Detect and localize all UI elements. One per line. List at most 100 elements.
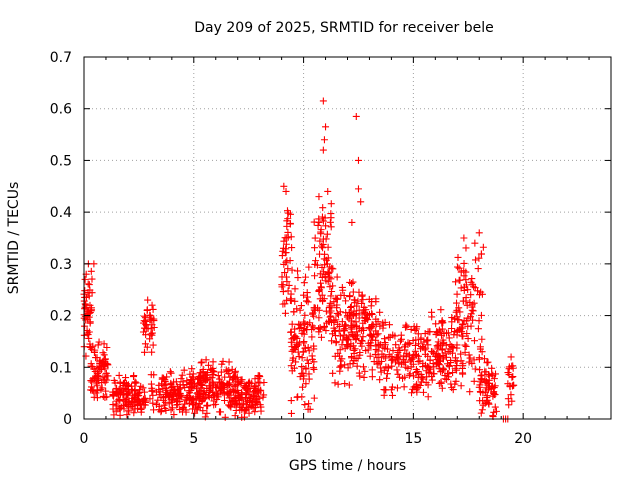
data-point [475, 383, 483, 391]
data-point [252, 400, 260, 408]
data-point [279, 244, 287, 252]
data-point [94, 341, 102, 349]
data-point [413, 351, 421, 359]
data-point [120, 390, 128, 398]
data-point [461, 341, 469, 349]
data-point [475, 317, 483, 325]
data-point [389, 347, 397, 355]
data-point [406, 370, 414, 378]
data-point [367, 302, 375, 310]
data-point [104, 372, 112, 380]
data-point [471, 239, 479, 247]
data-point [315, 215, 323, 223]
data-point [301, 401, 309, 409]
data-point [435, 361, 443, 369]
data-point [208, 367, 216, 375]
grid-lines [84, 57, 611, 419]
data-point [392, 341, 400, 349]
data-point [453, 290, 461, 298]
data-point [354, 185, 362, 193]
data-point [92, 354, 100, 362]
x-tick-label: 0 [80, 431, 89, 447]
data-point [300, 318, 308, 326]
data-point [318, 263, 326, 271]
data-point [326, 218, 334, 226]
data-point [242, 381, 250, 389]
data-point [91, 348, 99, 356]
data-point [471, 284, 479, 292]
data-point [300, 339, 308, 347]
data-point [100, 340, 108, 348]
x-tick-label: 15 [404, 431, 422, 447]
data-point [394, 370, 402, 378]
data-point [324, 187, 332, 195]
data-point [183, 393, 191, 401]
data-point [288, 347, 296, 355]
data-point [312, 257, 320, 265]
data-point [426, 328, 434, 336]
data-point [366, 352, 374, 360]
data-point [396, 373, 404, 381]
data-point [279, 288, 287, 296]
data-point [452, 278, 460, 286]
data-point [209, 358, 217, 366]
data-point [383, 370, 391, 378]
data-point [84, 331, 92, 339]
data-point [300, 291, 308, 299]
data-point [346, 360, 354, 368]
data-point [254, 372, 262, 380]
data-point [460, 234, 468, 242]
data-point [336, 363, 344, 371]
data-point [148, 386, 156, 394]
data-point [438, 319, 446, 327]
data-point [354, 156, 362, 164]
data-point [232, 400, 240, 408]
data-point [318, 291, 326, 299]
data-point [336, 322, 344, 330]
data-point [341, 321, 349, 329]
data-point [468, 275, 476, 283]
data-point [330, 324, 338, 332]
data-point [141, 348, 148, 356]
data-point [441, 349, 449, 357]
x-tick-label: 5 [189, 431, 198, 447]
data-point [372, 327, 380, 335]
data-point [462, 244, 470, 252]
axis-ticks [83, 56, 612, 420]
data-point [92, 389, 100, 397]
data-point [83, 329, 91, 337]
y-tick-label: 0.7 [50, 50, 72, 66]
data-point [327, 210, 335, 218]
y-tick-label: 0.3 [50, 257, 72, 273]
data-point [462, 297, 470, 305]
data-point [94, 369, 102, 377]
data-point [490, 375, 498, 383]
data-point [488, 364, 496, 372]
data-point [99, 373, 107, 381]
data-point [378, 350, 386, 358]
data-point [425, 363, 433, 371]
data-point [470, 283, 478, 291]
data-point [113, 389, 121, 397]
data-point [157, 393, 165, 401]
data-point [178, 405, 186, 413]
data-point [368, 310, 376, 318]
data-point [144, 296, 152, 304]
data-point [508, 397, 516, 405]
data-point [423, 373, 431, 381]
data-point [424, 381, 432, 389]
data-point [131, 405, 139, 413]
data-point [166, 368, 174, 376]
data-point [327, 312, 335, 320]
data-point [478, 335, 486, 343]
data-point [181, 400, 189, 408]
data-point [170, 411, 178, 419]
data-point [304, 359, 312, 367]
data-point [459, 360, 467, 368]
data-point [457, 284, 465, 292]
data-point [282, 258, 290, 266]
data-point [379, 343, 387, 351]
data-point [456, 276, 464, 284]
data-point [328, 330, 336, 338]
data-point [475, 355, 483, 363]
